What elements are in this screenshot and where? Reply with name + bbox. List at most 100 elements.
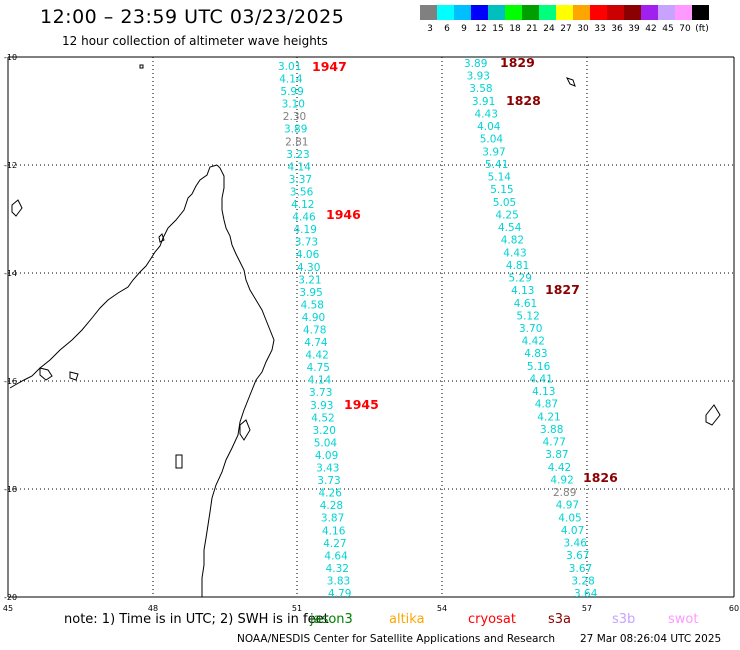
swh-value: 4.92 bbox=[550, 474, 573, 486]
swh-value: 3.93 bbox=[310, 400, 333, 412]
swh-value: 3.73 bbox=[295, 237, 318, 249]
swh-value: 4.19 bbox=[294, 224, 317, 236]
legend-label: 33 bbox=[594, 24, 606, 34]
legend-label: 42 bbox=[645, 24, 657, 34]
island-west-3 bbox=[69, 371, 79, 381]
swh-value: 4.74 bbox=[304, 337, 328, 349]
legend-swatch bbox=[471, 5, 488, 20]
legend-swatch bbox=[437, 5, 454, 20]
island-mauritius bbox=[705, 404, 721, 426]
map-subtitle: 12 hour collection of altimeter wave hei… bbox=[62, 34, 328, 48]
legend-swatch bbox=[539, 5, 556, 20]
legend-label: 27 bbox=[560, 24, 572, 34]
swh-value: 3.67 bbox=[566, 550, 589, 562]
swh-value: 4.77 bbox=[543, 437, 566, 449]
lon-tick-label: 51 bbox=[292, 604, 302, 613]
swh-value: 5.99 bbox=[280, 86, 303, 98]
swh-value: 3.93 bbox=[467, 71, 490, 83]
swh-value: 3.10 bbox=[282, 99, 305, 111]
swh-value: 4.61 bbox=[514, 298, 537, 310]
pass-time-label: 1946 bbox=[326, 207, 361, 222]
swh-value: 4.42 bbox=[305, 350, 328, 362]
swh-value: 4.64 bbox=[324, 550, 348, 562]
swh-value: 3.21 bbox=[298, 274, 321, 286]
legend-label: 30 bbox=[577, 24, 589, 34]
swh-value: 3.89 bbox=[464, 58, 487, 70]
legend-swatch bbox=[692, 5, 709, 20]
swh-value: 3.43 bbox=[316, 463, 339, 475]
swh-value: 4.81 bbox=[506, 260, 529, 272]
swh-value: 4.14 bbox=[288, 161, 312, 173]
legend-swatch bbox=[590, 5, 607, 20]
legend-label: 18 bbox=[509, 24, 521, 34]
swh-value: 4.07 bbox=[561, 525, 584, 537]
lon-tick-label: 48 bbox=[148, 604, 158, 613]
swh-value: 3.58 bbox=[469, 83, 492, 95]
swh-value: 3.46 bbox=[564, 538, 588, 550]
color-legend: 3 6 9 12 15 18 21 24 27 30 33 36 39 42 45 70 (ft) bbox=[420, 5, 730, 37]
map-title: 12:00 – 23:59 UTC 03/23/2025 bbox=[40, 6, 345, 28]
lon-tick-label: 45 bbox=[3, 604, 13, 613]
pass-time-label: 1947 bbox=[312, 59, 347, 74]
swh-value: 4.43 bbox=[475, 109, 498, 121]
swh-value: 4.46 bbox=[292, 212, 316, 224]
satellite-name-cryosat: cryosat bbox=[468, 612, 516, 627]
gridlines bbox=[8, 57, 734, 597]
swh-value: 3.73 bbox=[317, 475, 340, 487]
swh-value: 3.64 bbox=[574, 588, 598, 600]
legend-label: 21 bbox=[526, 24, 538, 34]
islands bbox=[11, 64, 721, 469]
swh-value: 5.04 bbox=[314, 437, 338, 449]
swh-value: 4.42 bbox=[522, 336, 545, 348]
east-track: 3.893.933.583.914.434.045.043.975.415.14… bbox=[464, 58, 598, 600]
swh-value: 3.97 bbox=[482, 146, 505, 158]
swh-value: 5.16 bbox=[527, 361, 551, 373]
swh-value: 4.16 bbox=[322, 525, 346, 537]
island-north-2 bbox=[139, 64, 144, 69]
swh-value: 4.79 bbox=[328, 588, 351, 600]
swh-value: 4.27 bbox=[323, 538, 346, 550]
swh-value: 4.90 bbox=[302, 312, 325, 324]
swh-value: 3.87 bbox=[321, 513, 344, 525]
legend-swatches bbox=[420, 5, 709, 20]
swh-value: 3.87 bbox=[545, 449, 568, 461]
legend-swatch bbox=[556, 5, 573, 20]
pass-time-label: 1829 bbox=[500, 55, 535, 70]
legend-label: 24 bbox=[543, 24, 555, 34]
lat-tick-label: -14 bbox=[4, 269, 17, 278]
swh-value: 4.42 bbox=[548, 462, 571, 474]
swh-value: 4.25 bbox=[495, 209, 518, 221]
legend-labels: 3 6 9 12 15 18 21 24 27 30 33 36 39 42 45 70 (ft) bbox=[420, 24, 740, 36]
satellite-name-altika: altika bbox=[389, 612, 425, 627]
legend-swatch bbox=[420, 5, 437, 20]
swh-value: 4.75 bbox=[307, 362, 330, 374]
legend-swatch bbox=[658, 5, 675, 20]
swh-value: 3.73 bbox=[309, 387, 332, 399]
legend-swatch bbox=[624, 5, 641, 20]
swh-value: 2.89 bbox=[553, 487, 576, 499]
swh-value: 5.14 bbox=[488, 172, 512, 184]
island-north-1 bbox=[566, 77, 576, 87]
swh-value: 4.97 bbox=[556, 500, 579, 512]
satellite-name-swot: swot bbox=[668, 612, 699, 627]
legend-swatch bbox=[522, 5, 539, 20]
legend-label: 3 bbox=[427, 24, 433, 34]
legend-swatch bbox=[488, 5, 505, 20]
legend-swatch bbox=[607, 5, 624, 20]
time-labels: 1947 1946 1945 1829 1828 1827 1826 bbox=[312, 55, 618, 485]
legend-label: 70 bbox=[679, 24, 691, 34]
credit-text: NOAA/NESDIS Center for Satellite Applica… bbox=[237, 633, 555, 645]
legend-label: 36 bbox=[611, 24, 623, 34]
legend-swatch bbox=[454, 5, 471, 20]
swh-value: 4.58 bbox=[301, 299, 324, 311]
swh-value: 5.15 bbox=[490, 184, 513, 196]
swh-value: 4.06 bbox=[296, 249, 320, 261]
swh-value: 4.26 bbox=[319, 488, 343, 500]
swh-value: 4.82 bbox=[501, 235, 524, 247]
satellite-name-jason3: jason3 bbox=[310, 612, 353, 627]
swh-value: 3.95 bbox=[299, 287, 322, 299]
west-track: 3.014.145.993.102.303.892.813.234.143.37… bbox=[278, 61, 351, 600]
swh-value: 3.88 bbox=[540, 424, 563, 436]
madagascar-coastline bbox=[9, 164, 275, 597]
swh-value: 2.30 bbox=[283, 111, 306, 123]
